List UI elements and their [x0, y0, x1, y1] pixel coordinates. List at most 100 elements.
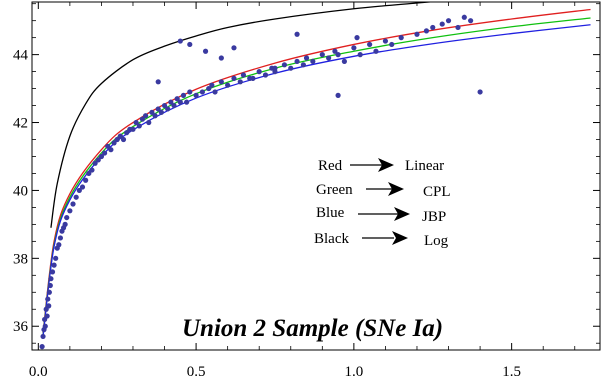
data-point [70, 201, 76, 207]
data-point [165, 106, 171, 112]
data-point [357, 52, 363, 58]
data-point [152, 113, 158, 119]
data-point [461, 14, 467, 20]
y-tick-label: 36 [13, 319, 29, 335]
data-point [288, 65, 294, 71]
data-point [171, 102, 177, 109]
legend-blue-model: JBP [422, 209, 446, 225]
data-point [62, 221, 68, 227]
data-point [177, 38, 183, 44]
data-point [303, 55, 310, 61]
data-point [237, 79, 243, 85]
data-point [174, 96, 180, 102]
data-point [76, 187, 82, 194]
data-point [187, 41, 193, 48]
x-tick-label: 1.0 [344, 364, 363, 380]
data-point [332, 48, 338, 54]
data-point [430, 24, 436, 31]
data-point [310, 58, 316, 65]
legend-green-name: Green [316, 182, 353, 198]
data-point [206, 85, 212, 92]
data-point [326, 55, 332, 61]
data-point [136, 123, 142, 129]
curve-blue [42, 24, 591, 337]
chart-title: Union 2 Sample (SNe Ia) [182, 315, 443, 342]
data-point [225, 82, 231, 88]
data-point [130, 126, 136, 132]
data-point [281, 62, 288, 68]
x-tick-label: 0.0 [29, 364, 48, 380]
data-point [423, 28, 430, 34]
legend-green-arrow-icon [366, 182, 404, 196]
x-axis-ticks: 0.0 0.5 1.0 1.5 [29, 2, 576, 380]
data-point [250, 75, 256, 81]
data-point [161, 102, 168, 109]
x-tick-label: 1.5 [502, 364, 521, 380]
data-point [56, 242, 62, 248]
data-point [133, 119, 139, 126]
data-point [335, 92, 341, 98]
legend-green-model: CPL [423, 184, 451, 200]
data-point [256, 69, 262, 75]
data-point [389, 41, 395, 48]
data-point [42, 323, 48, 329]
data-point [193, 92, 199, 98]
data-point [48, 276, 54, 282]
data-point [187, 89, 193, 95]
data-point [335, 52, 341, 58]
data-point [202, 48, 209, 54]
data-point [218, 79, 224, 85]
data-point [73, 194, 79, 200]
legend-red-arrow-icon [350, 158, 394, 172]
data-point [57, 235, 64, 241]
y-axis-ticks: 36 38 40 42 44 [13, 3, 600, 344]
data-point [414, 31, 420, 37]
data-point [177, 99, 183, 105]
data-point [79, 184, 86, 190]
data-point [117, 133, 123, 139]
data-point [46, 289, 52, 295]
data-point [67, 208, 73, 214]
data-point [108, 147, 114, 153]
legend-blue-arrow-icon [358, 207, 410, 221]
data-point [373, 48, 379, 54]
y-tick-label: 38 [13, 251, 28, 267]
data-point [45, 296, 51, 302]
data-point [218, 55, 224, 61]
data-point [199, 89, 205, 95]
data-point [477, 89, 483, 95]
data-point [51, 262, 57, 268]
data-point [40, 333, 46, 340]
data-point [455, 24, 461, 31]
data-point [168, 99, 174, 105]
data-point [300, 62, 306, 68]
data-point [89, 167, 95, 173]
data-point [262, 72, 269, 78]
y-tick-label: 42 [13, 116, 28, 132]
data-point [231, 45, 237, 51]
data-point [445, 18, 452, 24]
data-point [367, 41, 373, 48]
data-point [212, 89, 218, 95]
data-point [158, 109, 164, 115]
data-point [46, 303, 52, 309]
data-point [105, 143, 111, 149]
data-point [111, 140, 117, 146]
data-point [209, 82, 215, 88]
data-point [155, 106, 161, 112]
legend-red-name: Red [318, 158, 343, 174]
data-point [124, 130, 130, 136]
data-point [146, 119, 152, 126]
data-point [180, 92, 187, 98]
data-point [155, 79, 161, 85]
legend: Red Linear Green CPL Blue JBP Black Log [314, 158, 451, 249]
data-point [53, 255, 59, 261]
data-point [47, 282, 53, 289]
data-point [101, 150, 108, 156]
data-point [231, 75, 237, 81]
data-point [294, 58, 300, 65]
data-point [149, 109, 155, 115]
data-point [114, 136, 120, 143]
x-tick-label: 0.5 [187, 364, 206, 380]
